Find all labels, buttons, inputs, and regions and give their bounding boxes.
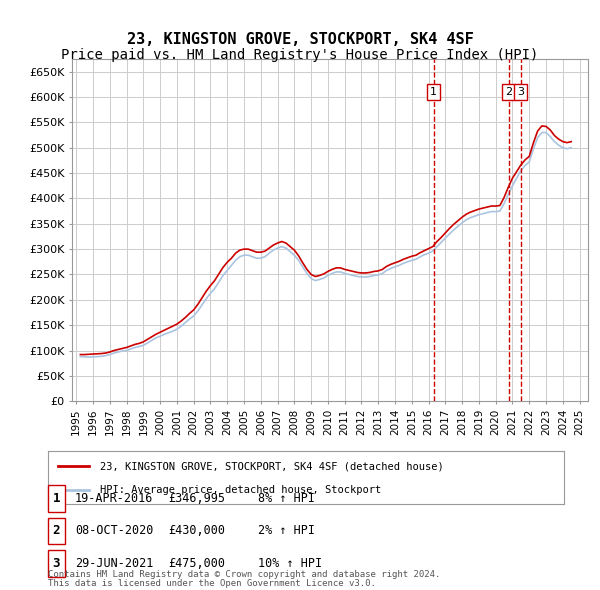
Text: 1: 1: [53, 492, 60, 505]
Text: This data is licensed under the Open Government Licence v3.0.: This data is licensed under the Open Gov…: [48, 579, 376, 588]
Text: £430,000: £430,000: [168, 525, 225, 537]
Text: HPI: Average price, detached house, Stockport: HPI: Average price, detached house, Stoc…: [100, 484, 381, 494]
Text: 2: 2: [505, 87, 512, 97]
Text: £346,995: £346,995: [168, 492, 225, 505]
Text: 2: 2: [53, 525, 60, 537]
Text: 08-OCT-2020: 08-OCT-2020: [75, 525, 154, 537]
Text: 29-JUN-2021: 29-JUN-2021: [75, 557, 154, 570]
Text: 23, KINGSTON GROVE, STOCKPORT, SK4 4SF: 23, KINGSTON GROVE, STOCKPORT, SK4 4SF: [127, 32, 473, 47]
Text: 10% ↑ HPI: 10% ↑ HPI: [258, 557, 322, 570]
Text: 3: 3: [53, 557, 60, 570]
Text: Price paid vs. HM Land Registry's House Price Index (HPI): Price paid vs. HM Land Registry's House …: [61, 48, 539, 63]
Text: 23, KINGSTON GROVE, STOCKPORT, SK4 4SF (detached house): 23, KINGSTON GROVE, STOCKPORT, SK4 4SF (…: [100, 461, 443, 471]
Text: Contains HM Land Registry data © Crown copyright and database right 2024.: Contains HM Land Registry data © Crown c…: [48, 571, 440, 579]
Text: 2% ↑ HPI: 2% ↑ HPI: [258, 525, 315, 537]
Text: 3: 3: [517, 87, 524, 97]
Text: 8% ↑ HPI: 8% ↑ HPI: [258, 492, 315, 505]
Text: 1: 1: [430, 87, 437, 97]
Text: £475,000: £475,000: [168, 557, 225, 570]
Text: 19-APR-2016: 19-APR-2016: [75, 492, 154, 505]
